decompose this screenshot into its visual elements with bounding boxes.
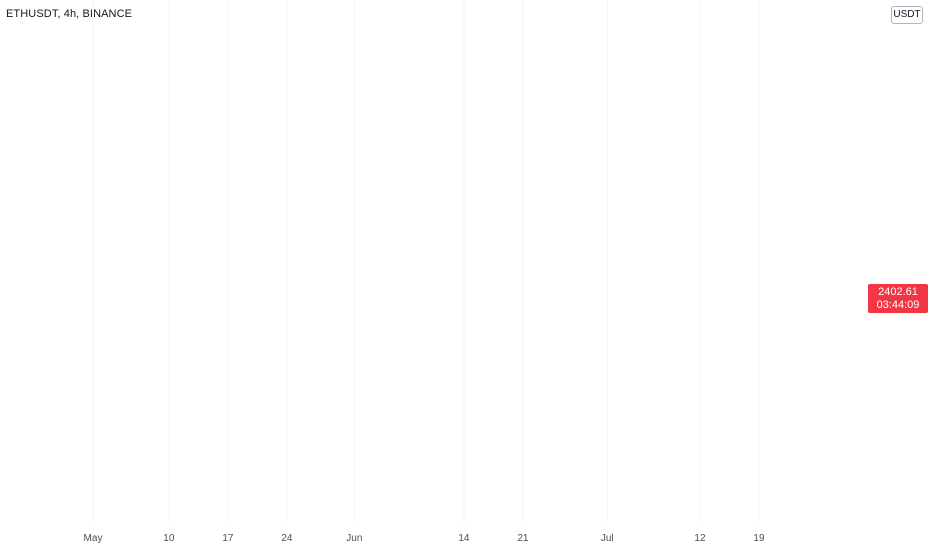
last-price-value: 2402.61 <box>878 286 918 298</box>
x-tick-label: 21 <box>517 533 529 544</box>
currency-button[interactable]: USDT <box>891 6 923 24</box>
last-price-tag: 2402.61 03:44:09 <box>868 284 928 313</box>
x-tick-label: 10 <box>163 533 175 544</box>
grid <box>92 0 760 522</box>
x-tick-label: 24 <box>281 533 293 544</box>
x-tick-label: 19 <box>753 533 765 544</box>
x-tick-label: 12 <box>694 533 706 544</box>
x-tick-label: 14 <box>458 533 470 544</box>
candle-countdown: 03:44:09 <box>876 299 920 311</box>
x-tick-label: 17 <box>222 533 234 544</box>
x-tick-label: Jun <box>346 533 362 544</box>
symbol-title: ETHUSDT, 4h, BINANCE <box>6 8 133 20</box>
x-tick-label: Jul <box>601 533 614 544</box>
x-axis-labels: May 10 17 24 Jun 14 21 Jul 12 19 <box>84 533 765 544</box>
x-tick-label: May <box>84 533 103 544</box>
